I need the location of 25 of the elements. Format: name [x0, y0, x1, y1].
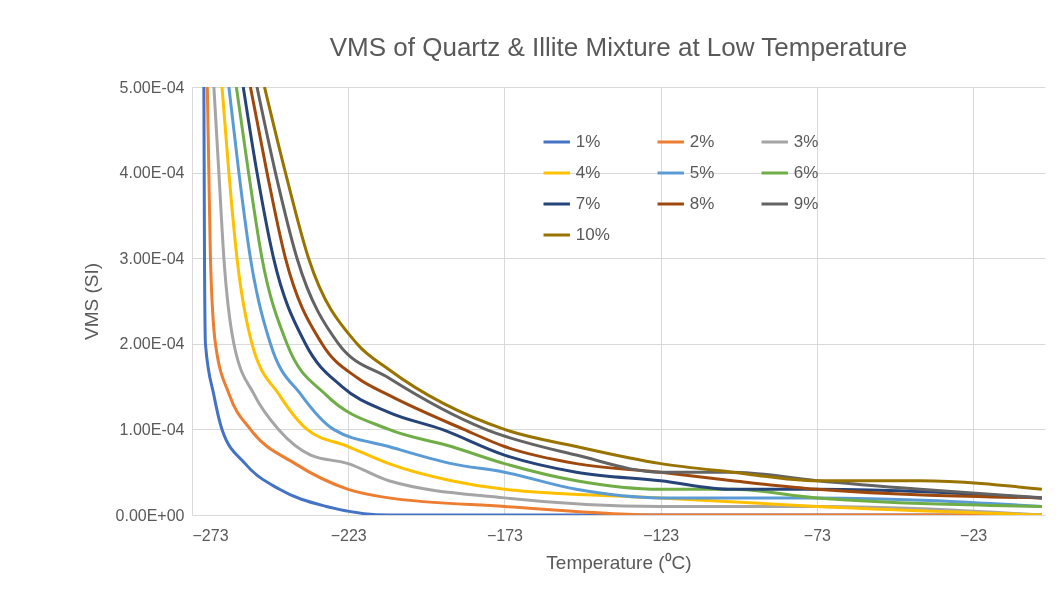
legend-label: 3%: [793, 132, 819, 151]
legend-label: 10%: [575, 225, 610, 244]
y-tick-label: 5.00E-04: [119, 78, 185, 96]
chart-title: VMS of Quartz & Illite Mixture at Low Temperature: [329, 32, 908, 62]
y-tick-label: 1.00E-04: [119, 420, 185, 438]
y-tick-label: 0.00E+00: [115, 506, 185, 524]
y-tick-label: 3.00E-04: [119, 249, 185, 267]
legend-label: 4%: [575, 163, 601, 182]
x-tick-label: −223: [330, 526, 367, 544]
x-axis-title: Temperature (⁰C): [546, 551, 692, 573]
x-tick-label: −123: [643, 526, 680, 544]
x-tick-label: −173: [486, 526, 524, 544]
legend-label: 5%: [689, 163, 715, 182]
legend-label: 7%: [575, 194, 601, 213]
legend-label: 6%: [793, 163, 819, 182]
x-tick-label: −273: [192, 526, 229, 544]
legend-label: 9%: [793, 194, 819, 213]
y-axis-title: VMS (SI): [80, 262, 102, 341]
y-tick-label: 4.00E-04: [119, 164, 185, 182]
x-tick-label: −73: [803, 526, 832, 544]
y-tick-label: 2.00E-04: [119, 335, 185, 353]
legend-label: 1%: [575, 132, 601, 151]
legend-label: 8%: [689, 194, 715, 213]
legend-label: 2%: [689, 132, 715, 151]
x-tick-label: −23: [960, 526, 988, 544]
